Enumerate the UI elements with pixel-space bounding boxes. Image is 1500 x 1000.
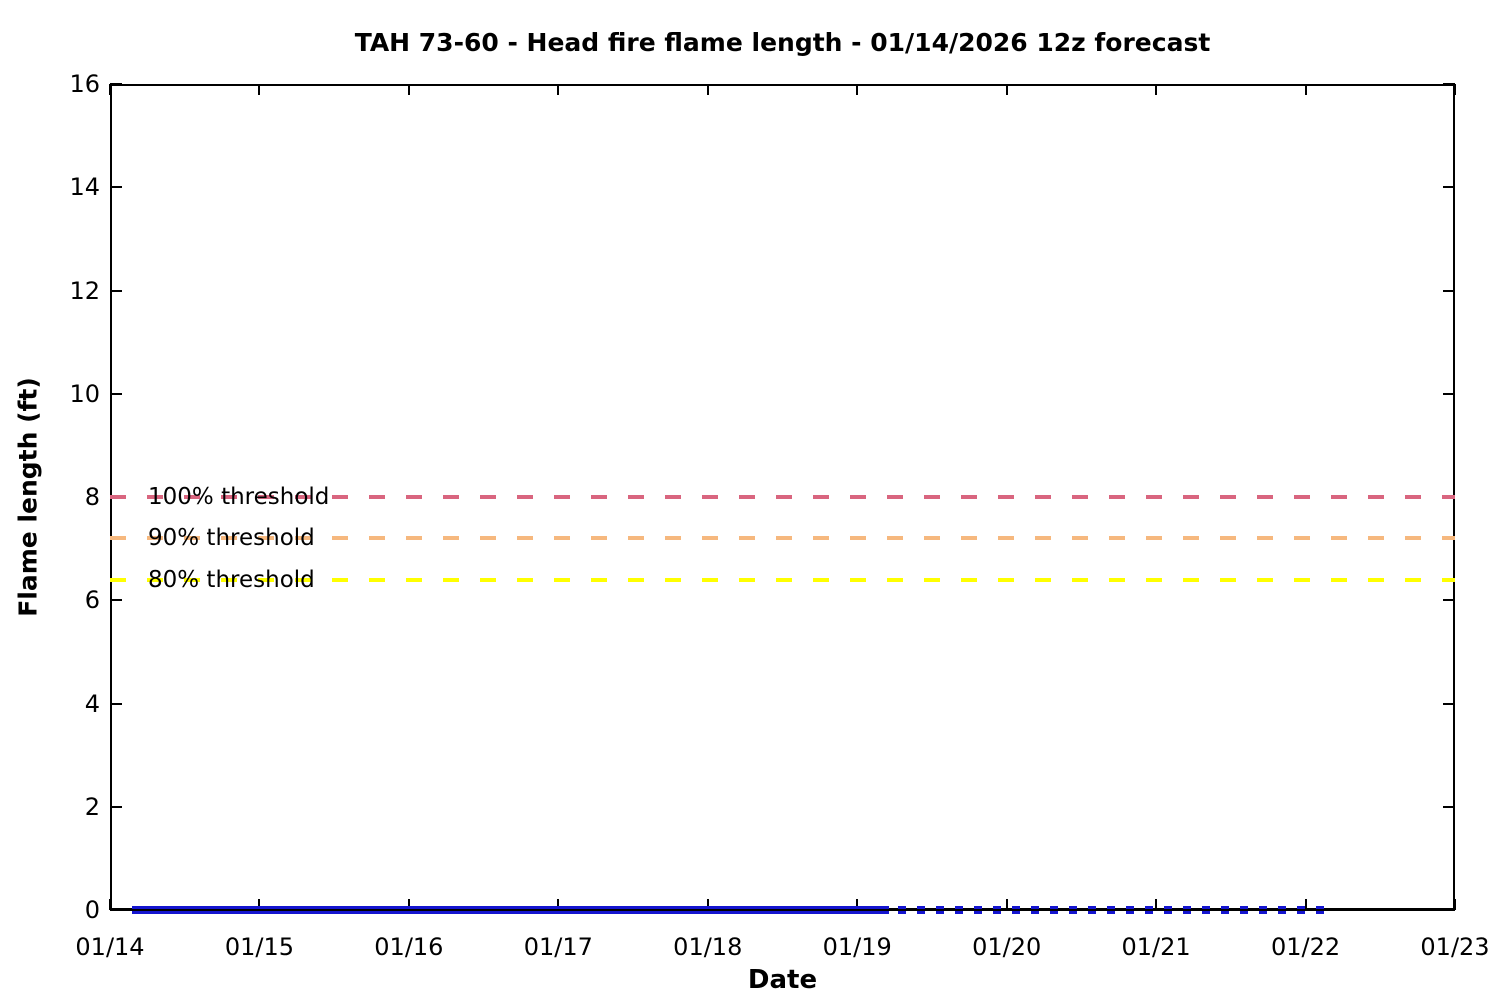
threshold-label-100pct: 100% threshold [148, 484, 330, 510]
y-tick-left [110, 805, 122, 808]
y-tick-label: 8 [84, 483, 100, 511]
y-tick-label: 14 [69, 173, 100, 202]
threshold-label-90pct: 90% threshold [148, 525, 315, 552]
y-tick-label: 4 [84, 689, 100, 718]
y-tick-right [1443, 702, 1455, 705]
x-tick-top [706, 84, 709, 95]
x-tick-label: 01/14 [75, 933, 145, 961]
y-tick-right [1443, 186, 1455, 189]
x-tick-top [1454, 84, 1456, 95]
x-tick-top [109, 84, 111, 95]
x-tick-label: 01/18 [673, 933, 743, 961]
y-tick-left [110, 392, 122, 395]
threshold-line-80pct [110, 577, 1455, 582]
y-tick-label: 6 [84, 586, 100, 615]
x-tick-label: 01/15 [224, 933, 295, 961]
y-tick-label: 16 [69, 70, 100, 98]
chart-title: TAH 73-60 - Head fire flame length - 01/… [354, 28, 1211, 57]
y-tick-right [1443, 392, 1455, 395]
threshold-line-90pct [110, 536, 1455, 541]
y-tick-label: 12 [69, 276, 100, 305]
y-tick-left [110, 83, 122, 85]
x-tick-top [557, 84, 560, 95]
x-axis-label: Date [747, 965, 818, 995]
threshold-label-80pct: 80% threshold [148, 566, 315, 593]
x-tick-label: 01/20 [972, 933, 1042, 961]
x-tick-bottom [407, 899, 410, 910]
x-tick-label: 01/23 [1420, 933, 1490, 961]
x-tick-top [1155, 84, 1158, 95]
y-tick-right [1443, 805, 1455, 808]
x-tick-bottom [1155, 899, 1158, 910]
x-tick-label: 01/17 [523, 933, 593, 961]
x-tick-bottom [109, 899, 111, 910]
x-tick-bottom [1454, 899, 1456, 910]
x-tick-top [407, 84, 410, 95]
y-tick-right [1443, 83, 1455, 85]
x-tick-top [856, 84, 859, 95]
x-tick-bottom [1005, 899, 1008, 910]
threshold-line-100pct [110, 495, 1455, 499]
y-tick-right [1443, 289, 1455, 292]
x-tick-label: 01/19 [822, 933, 892, 961]
x-tick-label: 01/21 [1121, 933, 1191, 961]
x-tick-bottom [706, 899, 709, 910]
y-tick-label: 10 [69, 379, 100, 408]
x-tick-bottom [557, 899, 560, 910]
y-tick-right [1443, 599, 1455, 602]
y-tick-left [110, 702, 122, 705]
y-tick-left [110, 289, 122, 292]
x-tick-top [1304, 84, 1307, 95]
x-tick-bottom [856, 899, 859, 910]
x-tick-label: 01/22 [1270, 933, 1341, 961]
x-tick-bottom [258, 899, 261, 910]
x-tick-label: 01/16 [374, 933, 444, 961]
y-axis-label: Flame length (ft) [13, 377, 43, 617]
x-tick-top [1005, 84, 1008, 95]
x-tick-top [258, 84, 261, 95]
x-axis-line-overlay [110, 909, 1455, 911]
y-tick-label: 2 [84, 792, 100, 821]
y-tick-label: 0 [84, 896, 100, 924]
x-tick-bottom [1304, 899, 1307, 910]
y-tick-left [110, 599, 122, 602]
y-tick-left [110, 186, 122, 189]
